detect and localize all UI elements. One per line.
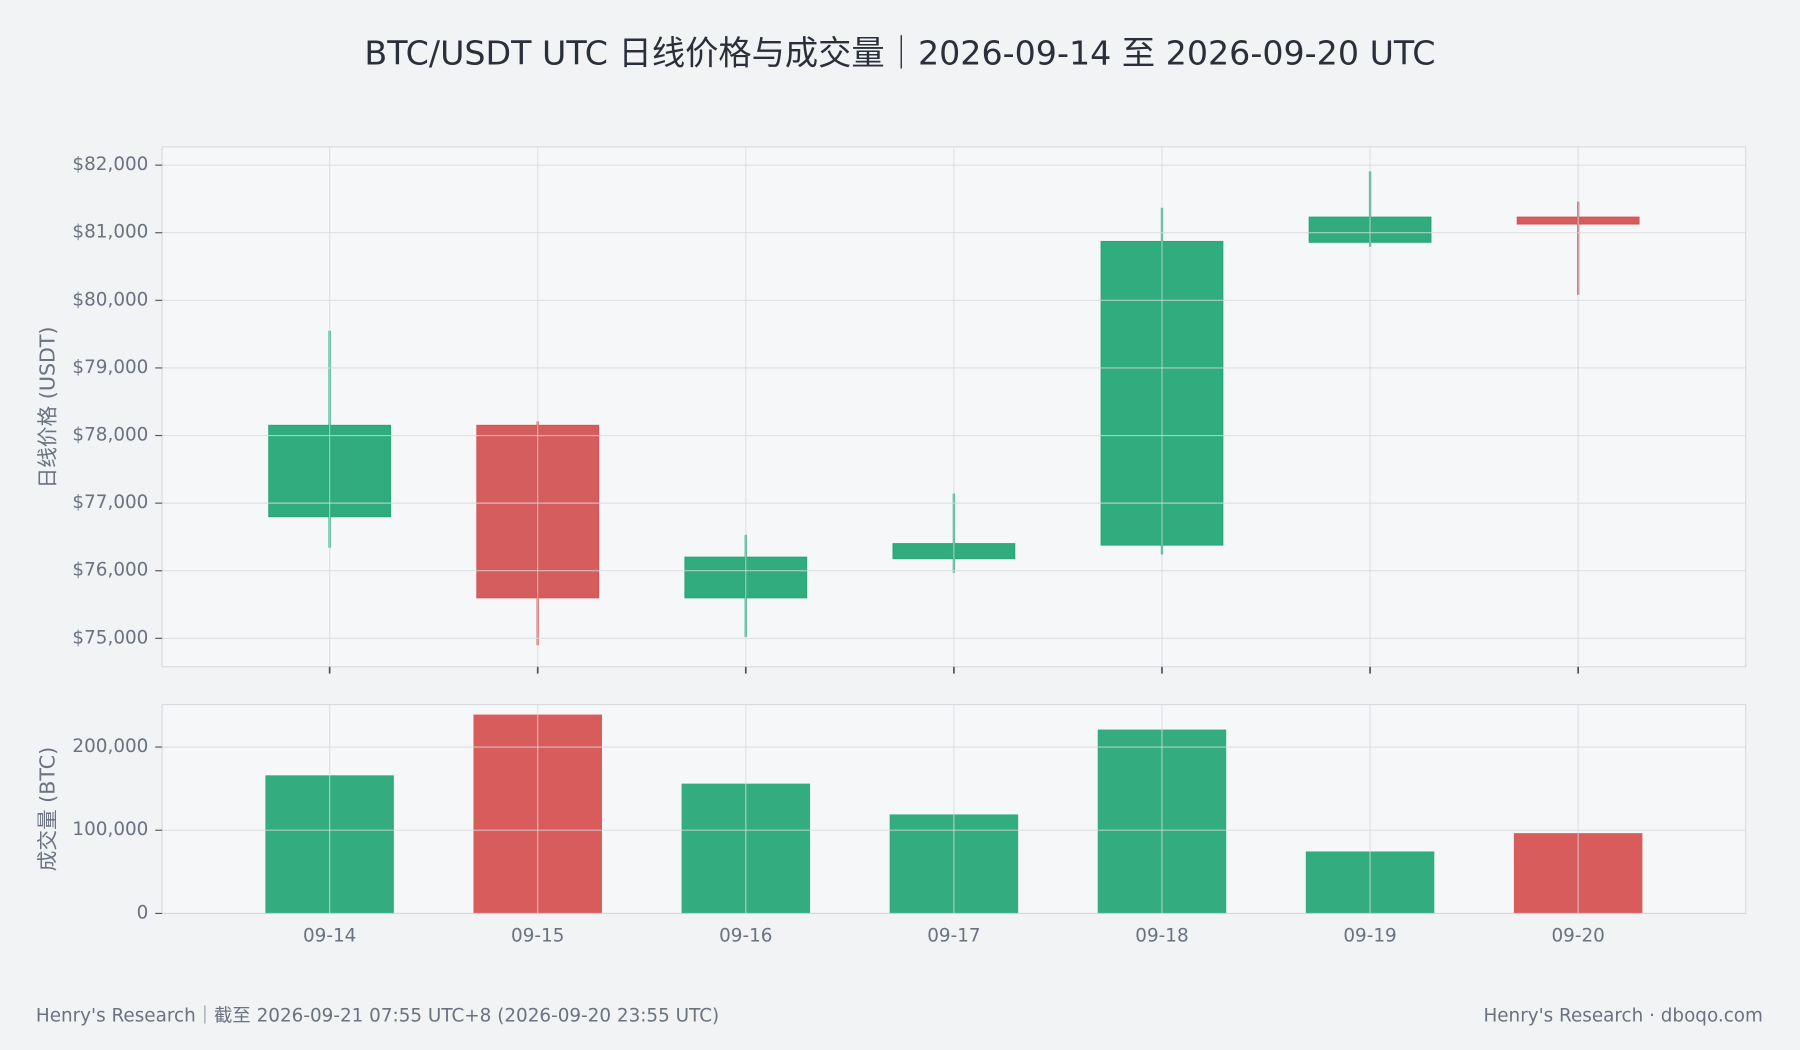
y-tick-label: $78,000 [72, 425, 148, 446]
y-tick-label: $80,000 [72, 289, 148, 310]
x-tick-label: 09-17 [927, 925, 980, 946]
x-tick-label: 09-20 [1551, 925, 1604, 946]
chart-title: BTC/USDT UTC 日线价格与成交量｜2026-09-14 至 2026-… [364, 34, 1435, 73]
y-tick-label: $79,000 [72, 357, 148, 378]
y-tick-label: $76,000 [72, 560, 148, 581]
y-tick-label: 200,000 [72, 736, 148, 757]
y-tick-label: 100,000 [72, 819, 148, 840]
y-tick-label: $82,000 [72, 154, 148, 175]
y-axis-label: 日线价格 (USDT) [36, 326, 60, 488]
x-tick-label: 09-14 [303, 925, 356, 946]
x-tick-label: 09-16 [719, 925, 772, 946]
y-tick-label: 0 [137, 902, 149, 923]
x-tick-label: 09-18 [1135, 925, 1188, 946]
y-tick-label: $75,000 [72, 627, 148, 648]
y-tick-label: $81,000 [72, 222, 148, 243]
footer-left: Henry's Research｜截至 2026-09-21 07:55 UTC… [36, 1005, 719, 1027]
x-tick-label: 09-19 [1343, 925, 1396, 946]
footer-right: Henry's Research · dboqo.com [1483, 1006, 1762, 1027]
y-axis-label: 成交量 (BTC) [36, 747, 60, 872]
y-tick-label: $77,000 [72, 492, 148, 513]
x-tick-label: 09-15 [511, 925, 564, 946]
